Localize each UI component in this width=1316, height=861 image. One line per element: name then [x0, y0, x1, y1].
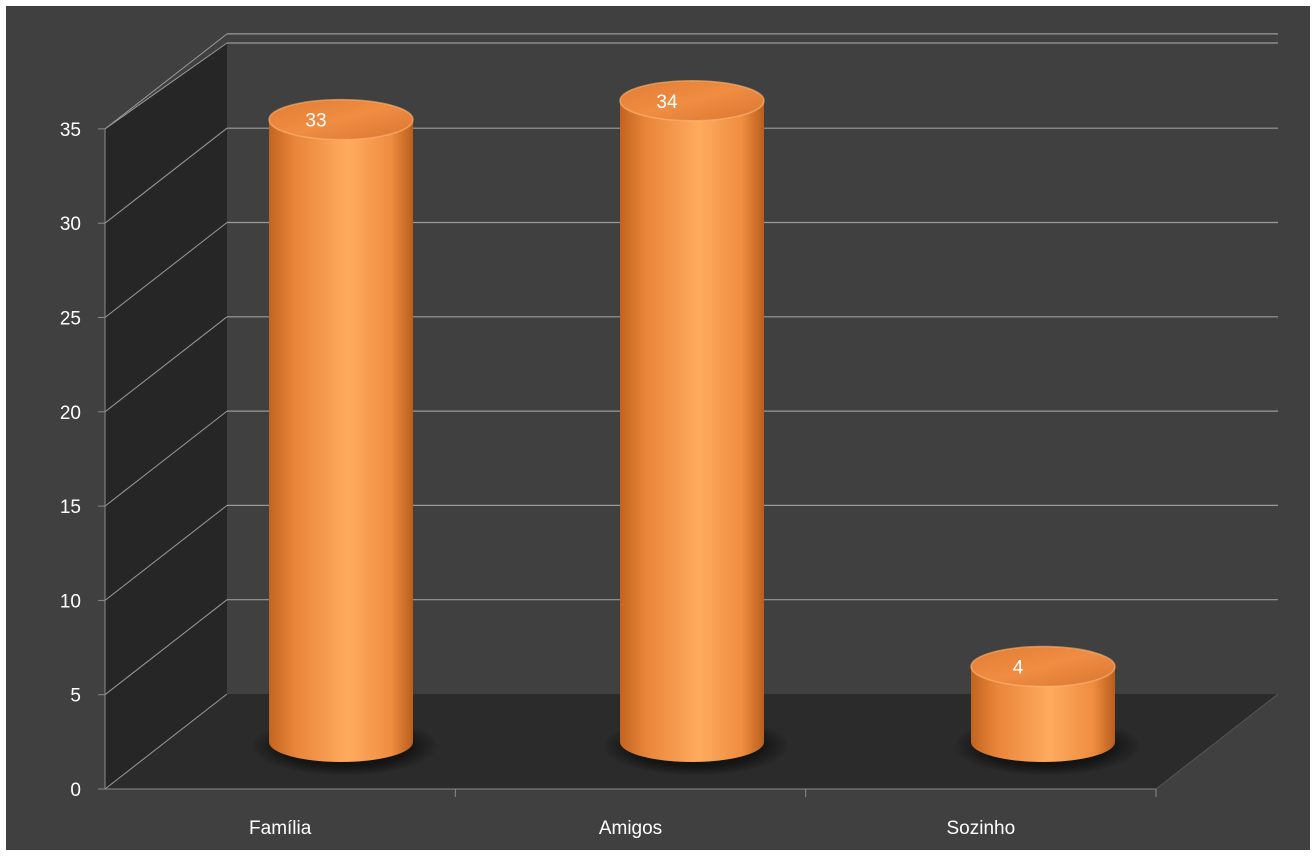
y-tick-label: 35	[60, 120, 81, 141]
data-label: 34	[656, 92, 678, 113]
bar-top	[970, 645, 1116, 688]
y-tick-label: 10	[60, 591, 81, 612]
y-tick-label: 15	[60, 497, 81, 518]
axes: 0 5 10 15 20 25 30 35 Família Amigos Sozinho	[60, 120, 1157, 839]
gridline-side	[104, 599, 228, 696]
floor-edge	[1155, 693, 1279, 790]
data-label: 4	[1013, 658, 1024, 679]
gridline-side	[104, 127, 228, 224]
data-label: 33	[305, 111, 326, 132]
gridline-side	[104, 410, 228, 507]
x-tick-label: Sozinho	[946, 818, 1015, 839]
bar-body	[620, 100, 764, 762]
bar	[953, 645, 1141, 776]
gridline-side	[104, 222, 228, 318]
bar	[602, 80, 790, 776]
gridline-side	[104, 33, 228, 130]
y-tick-label: 25	[60, 309, 81, 330]
y-tick-label: 0	[70, 780, 81, 801]
gridline-side	[104, 505, 228, 601]
bar-body	[269, 119, 413, 763]
gridline-side	[104, 693, 228, 790]
bar	[251, 98, 439, 776]
bar-top	[268, 98, 414, 141]
gridline-side	[104, 316, 228, 413]
bars	[251, 80, 1141, 776]
bar-top	[619, 80, 765, 122]
x-tick-label: Amigos	[599, 818, 662, 839]
gridline-side	[104, 42, 228, 130]
y-tick-label: 30	[60, 214, 81, 235]
y-tick-label: 20	[60, 403, 81, 424]
bar-body	[971, 666, 1115, 762]
side-wall	[105, 43, 227, 789]
y-tick-label: 5	[70, 686, 81, 707]
data-labels: 33 34 4	[305, 92, 1023, 679]
x-tick-label: Família	[249, 818, 312, 839]
